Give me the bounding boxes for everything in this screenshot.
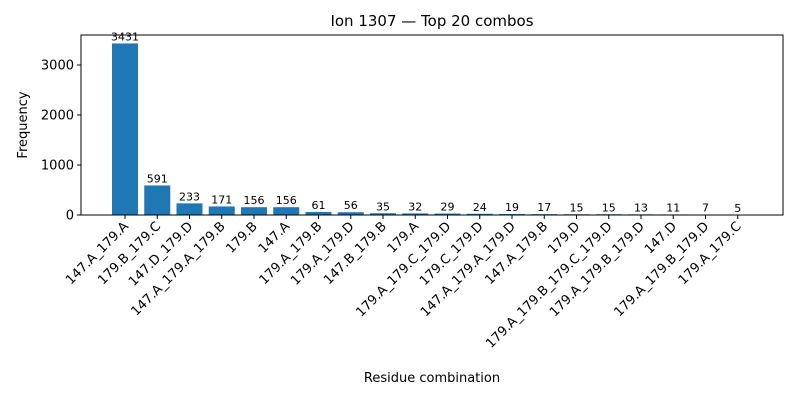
data-label-2: 591 [147, 172, 168, 185]
data-label-1: 3431 [111, 30, 139, 43]
data-label-19: 7 [702, 202, 709, 215]
bar-8 [337, 212, 364, 215]
data-label-17: 13 [634, 201, 648, 214]
bar-4 [208, 206, 235, 215]
data-label-4: 171 [211, 193, 232, 206]
data-label-3: 233 [179, 190, 200, 203]
data-label-14: 17 [537, 201, 551, 214]
data-label-8: 56 [344, 199, 358, 212]
bar-3 [176, 203, 203, 215]
y-tick-label-2: 1000 [41, 159, 74, 174]
bars-group [112, 43, 751, 216]
data-label-10: 32 [408, 200, 422, 213]
y-axis-label: Frequency [16, 91, 31, 158]
y-tick-label-4: 3000 [41, 59, 74, 74]
bar-2 [144, 185, 171, 215]
bar-10 [402, 213, 429, 215]
data-label-20: 5 [734, 202, 741, 215]
x-tick-label-5: 179.B [223, 219, 260, 256]
plot-frame [80, 34, 784, 216]
data-label-18: 11 [666, 201, 680, 214]
data-label-5: 156 [244, 194, 265, 207]
y-axis-ticks: 0 1000 2000 3000 [41, 59, 81, 224]
data-label-16: 15 [602, 201, 616, 214]
data-label-9: 35 [376, 200, 390, 213]
data-label-12: 24 [473, 201, 487, 214]
x-axis-ticks: 147.A_179.A179.B_179.C147.D_179.D147.A_1… [63, 215, 745, 352]
y-tick-label-3: 2000 [41, 109, 74, 124]
bar-12 [466, 213, 493, 215]
bar-11 [434, 213, 461, 215]
y-tick-label-1: 0 [66, 209, 74, 224]
data-label-15: 15 [570, 201, 584, 214]
bar-7 [305, 211, 332, 215]
bar-5 [241, 207, 267, 215]
data-labels-group: 3431 591 233 171 156 156 61 56 35 32 29 24 19 17 15 15 1… [111, 30, 741, 214]
data-label-13: 19 [505, 201, 519, 214]
data-label-11: 29 [441, 201, 455, 214]
chart-title: Ion 1307 — Top 20 combos [330, 12, 533, 30]
data-label-6: 156 [276, 194, 297, 207]
bar-6 [273, 207, 300, 215]
x-axis-label: Residue combination [364, 371, 500, 386]
bar-1 [112, 43, 138, 216]
bar-9 [370, 213, 396, 215]
data-label-7: 61 [312, 199, 326, 212]
